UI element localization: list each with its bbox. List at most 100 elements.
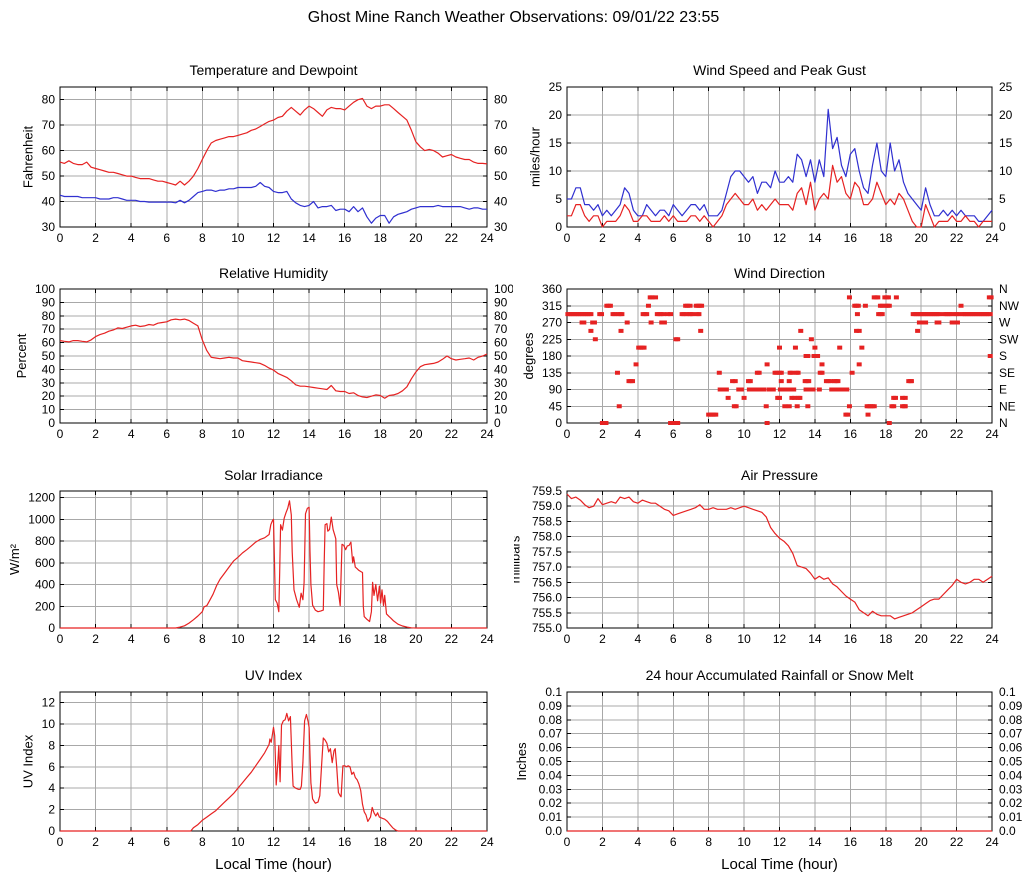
svg-text:6: 6 [670, 632, 677, 646]
svg-text:24: 24 [480, 231, 494, 245]
svg-text:0.04: 0.04 [999, 768, 1023, 782]
wind-direction-chart: 0 2 4 6 8 10 12 14 16 18 20 22 240459013518022527031… [521, 282, 1020, 441]
svg-text:S: S [999, 349, 1007, 363]
svg-text:0.07: 0.07 [539, 727, 563, 741]
svg-text:E: E [999, 383, 1007, 397]
svg-text:759.0: 759.0 [532, 499, 562, 513]
svg-text:0: 0 [564, 231, 571, 245]
svg-text:70: 70 [494, 118, 508, 132]
svg-text:22: 22 [950, 632, 964, 646]
svg-text:40: 40 [42, 195, 56, 209]
svg-text:756.5: 756.5 [532, 575, 562, 589]
svg-text:16: 16 [844, 835, 858, 849]
svg-text:22: 22 [950, 427, 964, 441]
svg-text:0: 0 [48, 824, 55, 838]
svg-text:90: 90 [494, 295, 508, 309]
svg-text:18: 18 [879, 835, 893, 849]
svg-text:755.0: 755.0 [532, 621, 562, 635]
x-tick-labels: 0 2 4 6 8 10 12 14 16 18 20 22 24 [564, 835, 999, 849]
svg-text:0: 0 [494, 416, 501, 430]
svg-text:20: 20 [409, 427, 423, 441]
svg-text:0.02: 0.02 [539, 796, 563, 810]
svg-text:0: 0 [555, 220, 562, 234]
svg-text:8: 8 [199, 835, 206, 849]
svg-text:0.0: 0.0 [545, 824, 562, 838]
x-tick-labels: 0 2 4 6 8 10 12 14 16 18 20 22 24 [564, 231, 999, 245]
relative-humidity-chart: 0 2 4 6 8 10 12 14 16 18 20 22 240102030405060708090… [14, 282, 513, 441]
svg-text:2: 2 [599, 231, 606, 245]
svg-text:4: 4 [128, 427, 135, 441]
chart-title-relative-humidity: Relative Humidity [219, 265, 328, 281]
svg-text:10: 10 [231, 427, 245, 441]
svg-text:14: 14 [302, 632, 316, 646]
solar-irradiance-chart: 0 2 4 6 8 10 12 14 16 18 20 22 240200400600800100012… [7, 490, 494, 646]
svg-text:6: 6 [163, 632, 170, 646]
svg-text:8: 8 [705, 231, 712, 245]
svg-text:14: 14 [808, 632, 822, 646]
svg-text:16: 16 [844, 427, 858, 441]
svg-text:6: 6 [48, 760, 55, 774]
svg-text:400: 400 [35, 578, 55, 592]
svg-text:4: 4 [634, 835, 641, 849]
x-axis-label: Local Time (hour) [721, 856, 838, 873]
svg-text:0.09: 0.09 [999, 699, 1023, 713]
y-axis-label: miles/hour [528, 126, 543, 187]
svg-text:22: 22 [445, 835, 459, 849]
svg-text:8: 8 [48, 738, 55, 752]
chart-title-air-pressure: Air Pressure [740, 467, 819, 483]
svg-text:10: 10 [549, 164, 563, 178]
svg-text:180: 180 [542, 349, 562, 363]
x-axis-label: Local Time (hour) [215, 856, 332, 873]
svg-text:0.1: 0.1 [545, 685, 562, 699]
svg-text:2: 2 [48, 803, 55, 817]
svg-text:SW: SW [999, 332, 1019, 346]
svg-text:N: N [999, 416, 1008, 430]
svg-text:10: 10 [231, 632, 245, 646]
svg-text:18: 18 [374, 427, 388, 441]
svg-text:90: 90 [549, 383, 563, 397]
svg-text:40: 40 [494, 195, 508, 209]
svg-text:80: 80 [42, 309, 56, 323]
svg-text:758.0: 758.0 [532, 530, 562, 544]
series-humidity [59, 318, 488, 399]
svg-text:10: 10 [42, 403, 56, 417]
svg-text:0.02: 0.02 [999, 796, 1023, 810]
svg-text:270: 270 [542, 316, 562, 330]
svg-text:22: 22 [445, 231, 459, 245]
y-tick-labels: 0 2 4 6 8 10 12 [42, 696, 56, 838]
x-tick-labels: 0 2 4 6 8 10 12 14 16 18 20 22 24 [564, 427, 999, 441]
svg-text:0: 0 [564, 427, 571, 441]
panel-rainfall: 0 2 4 6 8 10 12 14 16 18 20 22 24 0.0 0.01 0.02 0.03 0.04… [514, 660, 1027, 878]
svg-text:4: 4 [48, 781, 55, 795]
svg-text:4: 4 [128, 835, 135, 849]
svg-text:18: 18 [879, 427, 893, 441]
grid [567, 87, 992, 227]
svg-text:6: 6 [163, 835, 170, 849]
panel-air-pressure: 0 2 4 6 8 10 12 14 16 18 20 22 24 755.0 755.5 756.0 756.… [514, 460, 1027, 678]
svg-text:22: 22 [950, 835, 964, 849]
svg-text:0.08: 0.08 [539, 713, 563, 727]
y-axis-label: Inches [514, 742, 529, 781]
x-tick-labels: 0 2 4 6 8 10 12 14 16 18 20 22 24 [57, 231, 494, 245]
svg-text:24: 24 [480, 835, 494, 849]
svg-text:16: 16 [844, 231, 858, 245]
svg-text:4: 4 [128, 231, 135, 245]
svg-text:20: 20 [494, 389, 508, 403]
svg-text:18: 18 [374, 632, 388, 646]
y-axis-label: Percent [14, 333, 29, 378]
tick-marks [59, 692, 488, 832]
svg-text:5: 5 [999, 192, 1006, 206]
svg-text:758.5: 758.5 [532, 514, 562, 528]
svg-text:0.07: 0.07 [999, 727, 1023, 741]
svg-text:24: 24 [985, 231, 999, 245]
grid [567, 491, 992, 628]
chart-title-uv-index: UV Index [244, 667, 303, 683]
svg-text:12: 12 [267, 632, 281, 646]
svg-text:20: 20 [549, 108, 563, 122]
svg-text:0: 0 [48, 416, 55, 430]
svg-text:0.03: 0.03 [539, 782, 563, 796]
